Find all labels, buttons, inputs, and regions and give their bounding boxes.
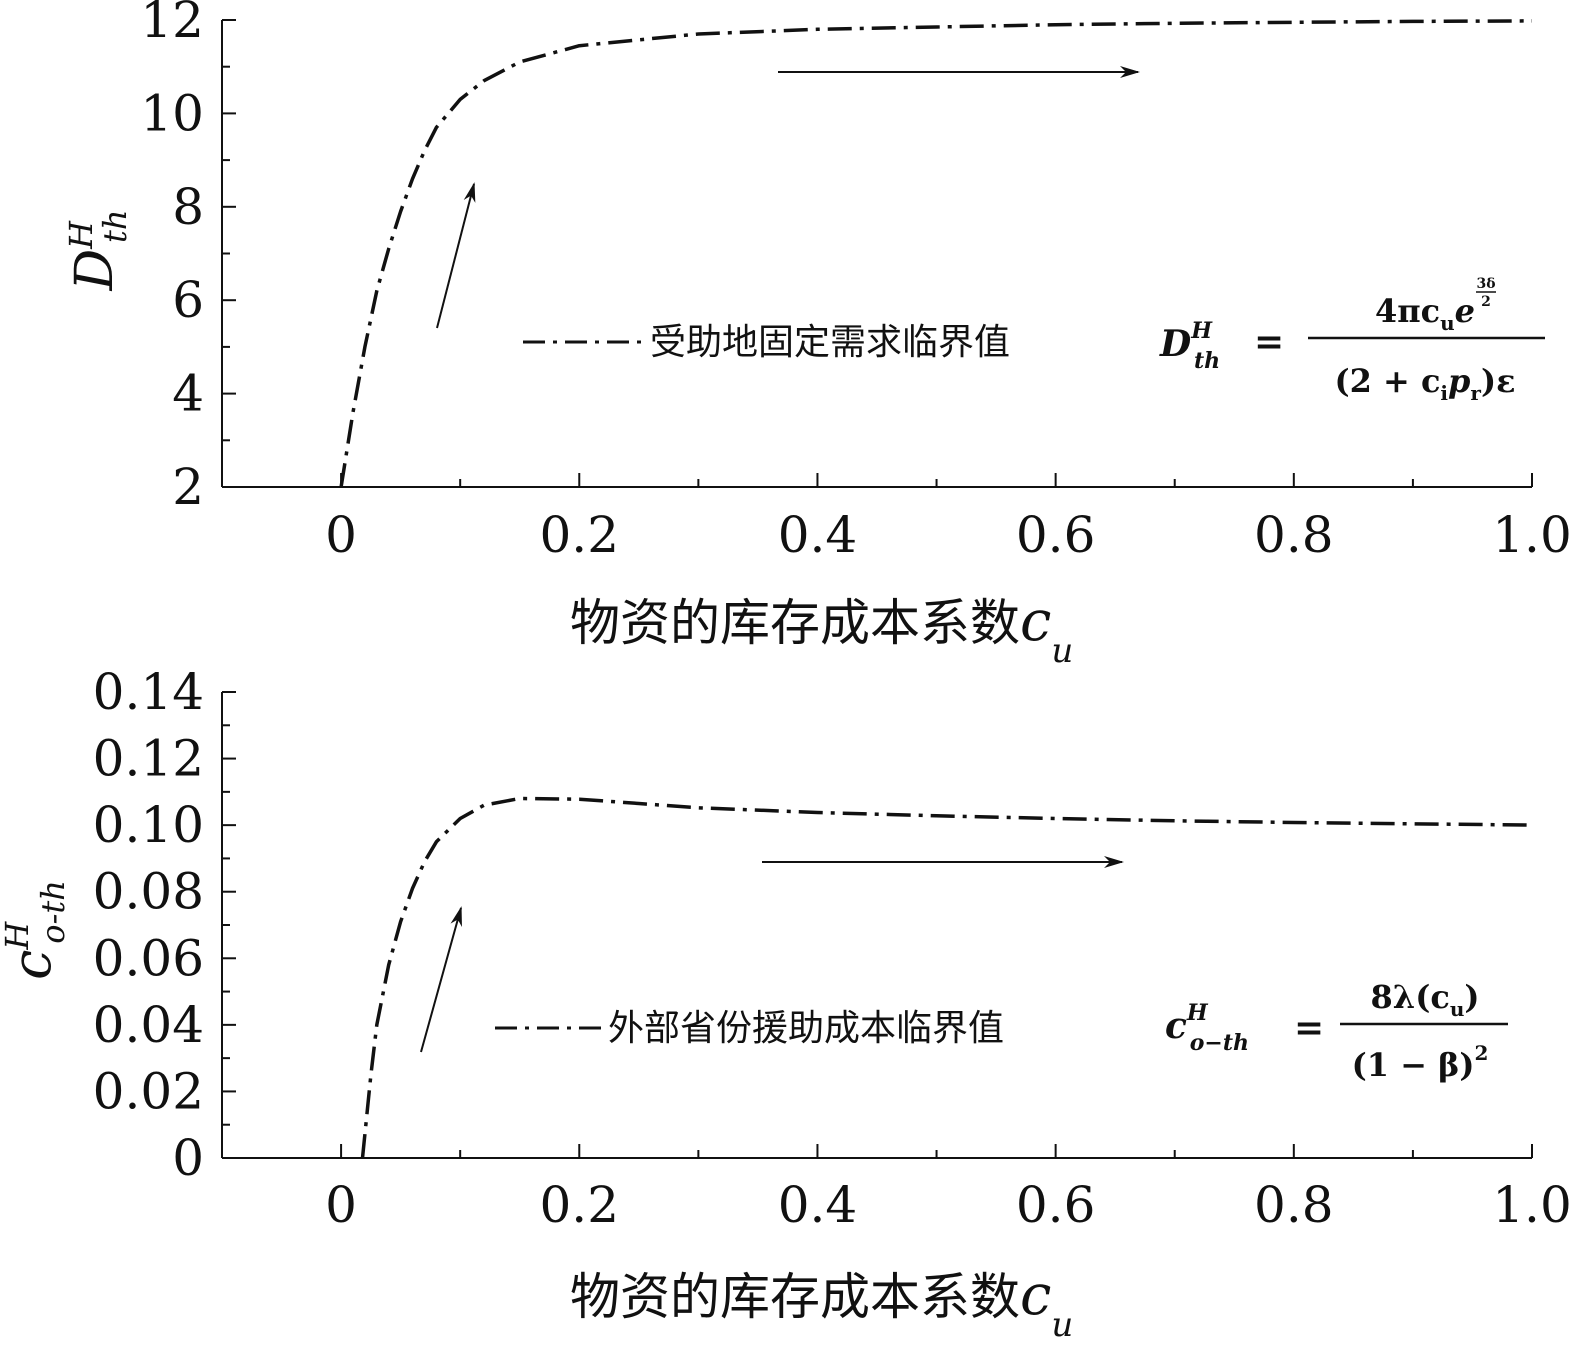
svg-text:4πcue: 4πcue <box>1375 292 1475 335</box>
top-y-axis-label: DHth <box>62 209 134 291</box>
bottom-legend: 外部省份援助成本临界值 cH o−th = 8λ(cu) (1 − β)2 <box>495 978 1508 1084</box>
svg-text:DHth: DHth <box>62 209 134 291</box>
svg-text:=: = <box>1294 1007 1324 1049</box>
svg-text:物资的库存成本系数cu: 物资的库存成本系数cu <box>570 1263 1073 1345</box>
bot-y-tick-label: 0.14 <box>93 663 204 721</box>
bot-y-tick-label: 0.12 <box>93 730 204 788</box>
bot-y-tick-label: 0.02 <box>93 1062 204 1120</box>
bot-x-tick-label: 0.6 <box>1016 1176 1096 1234</box>
top-x-tick-label: 0.6 <box>1016 506 1096 564</box>
bottom-arrow-rising <box>420 906 462 1053</box>
svg-text:(1 − β)2: (1 − β)2 <box>1352 1041 1489 1084</box>
bottom-x-axis-label: 物资的库存成本系数cu <box>570 1263 1073 1345</box>
bot-y-tick-label: 0.06 <box>93 929 204 987</box>
svg-text:8λ(cu): 8λ(cu) <box>1370 978 1479 1021</box>
top-y-tick-label: 4 <box>172 365 204 423</box>
bottom-series-line <box>360 796 1533 1159</box>
bot-y-tick-label: 0.08 <box>93 863 204 921</box>
bottom-ylabel-sup: H <box>0 921 36 951</box>
top-x-tick-label: 0.4 <box>778 506 858 564</box>
top-ylabel-sub: th <box>96 209 134 242</box>
chart-aid-cost-threshold: 0 0.2 0.4 0.6 0.8 1.0 0 0.02 0.04 0.06 0.08 0.10 0.… <box>0 663 1572 1345</box>
chart-inventory-demand-threshold: 0 0.2 0.4 0.6 0.8 1.0 2 4 6 8 10 12 DHth 物资的库存成本系数… <box>62 0 1572 671</box>
bottom-legend-label: 外部省份援助成本临界值 <box>608 1008 1004 1049</box>
bottom-xlabel-symbol: c <box>1020 1263 1051 1328</box>
bot-x-tick-label: 1.0 <box>1492 1176 1572 1234</box>
top-xlabel-text: 物资的库存成本系数 <box>570 594 1020 652</box>
svg-text:2: 2 <box>1481 294 1491 310</box>
svg-text:cHo-th: cHo-th <box>0 880 72 980</box>
svg-text:cHo−th: cH o−th <box>1165 1000 1249 1056</box>
top-xlabel-sub: u <box>1051 631 1073 671</box>
bot-y-tick-label: 0.10 <box>93 796 204 854</box>
bot-x-tick-label: 0.2 <box>540 1176 620 1234</box>
svg-text:物资的库存成本系数cu: 物资的库存成本系数cu <box>570 589 1073 671</box>
top-y-tick-label: 2 <box>172 458 204 516</box>
bottom-axes <box>221 691 1533 1159</box>
top-y-tick-label: 12 <box>140 0 204 49</box>
top-ylabel-sup: H <box>62 220 100 250</box>
top-x-tick-label: 0.8 <box>1254 506 1334 564</box>
bot-series-path-0 <box>360 796 1533 1159</box>
top-x-tick-label: 1.0 <box>1492 506 1572 564</box>
svg-text:3δ: 3δ <box>1476 276 1495 292</box>
svg-text:=: = <box>1254 321 1284 363</box>
bot-x-tick-label: 0 <box>325 1176 357 1234</box>
top-axes <box>221 19 1533 488</box>
top-legend-label: 受助地固定需求临界值 <box>650 322 1010 363</box>
top-x-tick-label: 0.2 <box>540 506 620 564</box>
bot-x-tick-label: 0.4 <box>778 1176 858 1234</box>
top-series-line <box>339 19 1533 488</box>
top-legend-formula: DH th = 4πcue 3δ 2 (2 + cipr)ε <box>1159 276 1545 405</box>
bottom-y-axis-label: cHo-th <box>0 880 72 980</box>
bottom-x-tick-labels: 0 0.2 0.4 0.6 0.8 1.0 <box>325 1176 1572 1234</box>
top-y-tick-label: 10 <box>140 84 204 142</box>
bottom-ylabel-symbol: c <box>0 950 63 980</box>
svg-text:(2 + cipr)ε: (2 + cipr)ε <box>1334 362 1515 405</box>
top-series-path-0 <box>339 19 1533 488</box>
top-y-tick-label: 6 <box>172 271 204 329</box>
bot-y-tick-label: 0.04 <box>93 996 204 1054</box>
bottom-ylabel-sub: o-th <box>34 880 72 944</box>
bottom-y-tick-labels: 0 0.02 0.04 0.06 0.08 0.10 0.12 0.14 <box>93 663 204 1187</box>
bottom-legend-formula: cH o−th = 8λ(cu) (1 − β)2 <box>1165 978 1508 1084</box>
bot-y-tick-label: 0 <box>172 1129 204 1187</box>
top-ylabel-symbol: D <box>65 249 125 292</box>
svg-text:DHth: DHth <box>1159 318 1220 374</box>
bottom-xlabel-text: 物资的库存成本系数 <box>570 1268 1020 1326</box>
bottom-xlabel-sub: u <box>1051 1305 1073 1345</box>
top-x-tick-labels: 0 0.2 0.4 0.6 0.8 1.0 <box>325 506 1572 564</box>
top-arrow-rising <box>436 182 476 329</box>
bot-x-tick-label: 0.8 <box>1254 1176 1334 1234</box>
top-y-tick-label: 8 <box>172 178 204 236</box>
top-xlabel-symbol: c <box>1020 589 1051 654</box>
top-x-axis-label: 物资的库存成本系数cu <box>570 589 1073 671</box>
top-y-tick-labels: 2 4 6 8 10 12 <box>140 0 204 516</box>
top-legend: 受助地固定需求临界值 DH th = 4πcue 3δ 2 (2 + cipr)ε <box>523 276 1545 405</box>
top-x-tick-label: 0 <box>325 506 357 564</box>
